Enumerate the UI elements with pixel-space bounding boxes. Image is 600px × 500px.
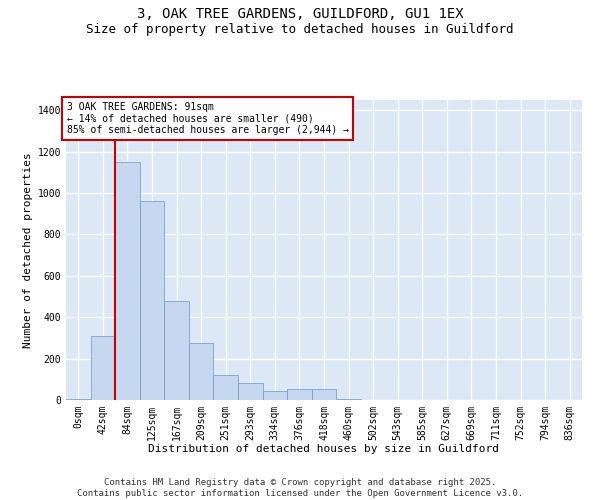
Bar (214, 375, 238, 400)
Text: 3, OAK TREE GARDENS, GUILDFORD, GU1 1EX: 3, OAK TREE GARDENS, GUILDFORD, GU1 1EX (137, 8, 463, 22)
Bar (263, 390, 287, 400)
Bar (238, 384, 263, 400)
Y-axis label: Number of detached properties: Number of detached properties (23, 152, 34, 348)
Text: 3 OAK TREE GARDENS: 91sqm
← 14% of detached houses are smaller (490)
85% of semi: 3 OAK TREE GARDENS: 91sqm ← 14% of detac… (67, 102, 349, 134)
Text: Size of property relative to detached houses in Guildford: Size of property relative to detached ho… (86, 22, 514, 36)
Bar (312, 388, 336, 400)
Bar (91, 336, 115, 400)
Bar (115, 162, 140, 400)
Bar (164, 300, 189, 400)
X-axis label: Distribution of detached houses by size in Guildford: Distribution of detached houses by size … (149, 444, 499, 454)
Bar (336, 399, 361, 400)
Text: Contains HM Land Registry data © Crown copyright and database right 2025.
Contai: Contains HM Land Registry data © Crown c… (77, 478, 523, 498)
Bar (66, 399, 91, 400)
Bar (287, 388, 312, 400)
Bar (189, 343, 214, 400)
Bar (140, 202, 164, 400)
